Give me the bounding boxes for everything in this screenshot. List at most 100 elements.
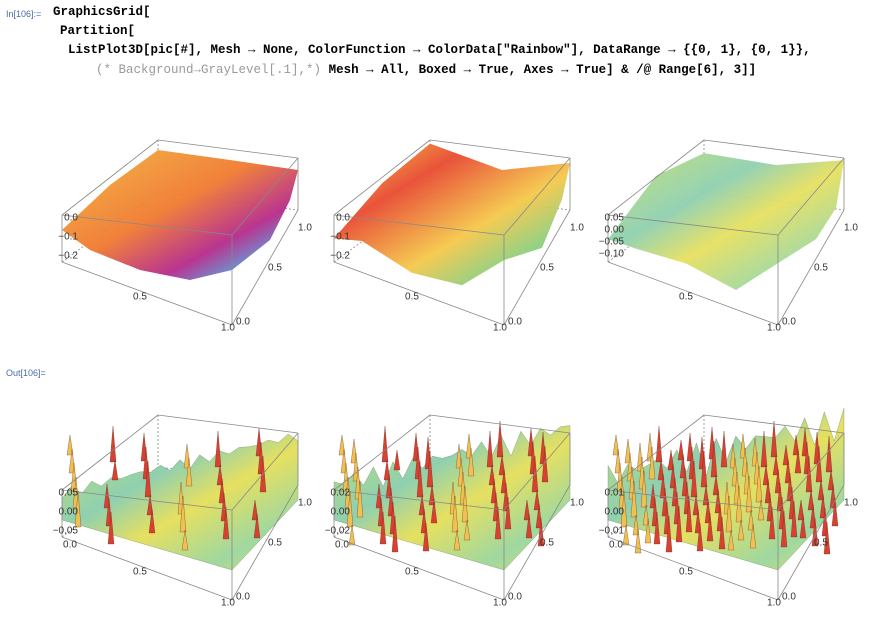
box-edge [231,484,299,601]
spike [216,464,224,486]
box-edge [231,432,299,511]
code-comment: (* Background→GrayLevel[.1],*) [96,63,322,77]
spike [807,489,815,511]
spike [612,434,620,456]
spike [346,490,354,528]
spike [772,454,780,476]
spike [737,519,745,541]
x-tick-label: 0.0 [335,540,349,551]
spike [74,490,82,528]
y-tick-label: 1.0 [570,223,584,234]
surface [334,143,570,286]
y-tick-label: 0.0 [508,592,522,603]
spike [498,454,506,476]
box-edge [607,214,779,236]
spike [702,484,710,506]
z-tick-label: 0.01 [605,488,625,499]
z-tick-label: 0.00 [605,507,625,518]
spike [685,495,693,533]
code-line[interactable]: (* Background→GrayLevel[.1],*) Mesh → Al… [96,63,756,77]
spike [66,434,74,456]
box-edge [503,209,571,326]
box-edge [61,261,233,326]
spike [181,529,189,551]
box-edge [429,414,571,434]
z-tick-label: 0.02 [331,488,351,499]
z-tick-label: −0.2 [58,251,78,262]
x-tick-label: 0.5 [133,292,147,303]
code-line[interactable]: ListPlot3D[pic[#], Mesh → None, ColorFun… [68,43,811,57]
spike [146,494,154,516]
box-edge [157,139,299,159]
box-edge [333,214,505,236]
spike [760,430,768,468]
spike [644,518,652,544]
spike [486,430,494,468]
y-tick-label: 1.0 [570,498,584,509]
y-tick-label: 1.0 [298,498,312,509]
spike [430,498,438,524]
spike [712,474,720,496]
z-tick-label: 0.0 [64,213,78,224]
box-edge [61,214,233,236]
x-tick-label: 0.5 [405,292,419,303]
spike [825,435,833,473]
code-line[interactable]: GraphicsGrid[ [53,5,151,19]
x-tick-label: 0.5 [679,567,693,578]
y-tick-label: 0.5 [540,263,554,274]
y-tick-label: 0.0 [508,317,522,328]
spike [640,470,648,508]
spike [148,508,156,534]
z-tick-label: 0.0 [336,213,350,224]
box-edge [503,484,571,601]
code-line[interactable]: Partition[ [60,24,136,38]
spike [657,459,665,481]
z-tick-label: −0.05 [599,237,625,248]
y-tick-label: 1.0 [844,223,858,234]
spike [648,446,656,480]
x-tick-label: 0.5 [405,567,419,578]
spike [251,499,259,521]
spike [794,448,802,474]
y-tick-label: 0.0 [782,592,796,603]
spike [537,517,545,547]
spike [525,513,533,539]
spike [770,420,778,458]
spike [422,522,430,552]
box-edge [503,157,571,236]
spike [642,504,650,526]
spike [453,529,461,551]
box-edge [607,261,779,326]
spike [690,460,698,498]
spike [632,514,640,536]
box-edge [607,139,705,216]
y-tick-label: 0.5 [268,538,282,549]
spike [675,505,683,543]
box-edge [607,414,705,491]
spike [426,450,434,488]
box-edge [333,536,505,601]
z-tick-label: −0.2 [330,251,350,262]
z-tick-label: 0.05 [59,488,79,499]
x-tick-label: 0.0 [609,540,623,551]
spike [720,430,728,468]
surface [608,153,844,290]
spike [214,430,222,468]
box-edge [333,414,431,491]
plot-3d: 0.050.00−0.05−0.100.51.00.00.51.0 [599,139,858,334]
spike [831,497,839,527]
spike [827,469,835,491]
x-tick-label: 0.5 [679,292,693,303]
spike [790,500,798,538]
spike [416,460,424,498]
spike [253,513,261,539]
spike [757,499,765,521]
spike [488,464,496,486]
spike [823,521,831,555]
z-tick-label: −0.05 [53,526,79,537]
z-tick-label: −0.02 [325,526,351,537]
box-edge [429,139,571,159]
spike [792,434,800,456]
box-edge [703,139,845,159]
box-edge [777,209,845,326]
